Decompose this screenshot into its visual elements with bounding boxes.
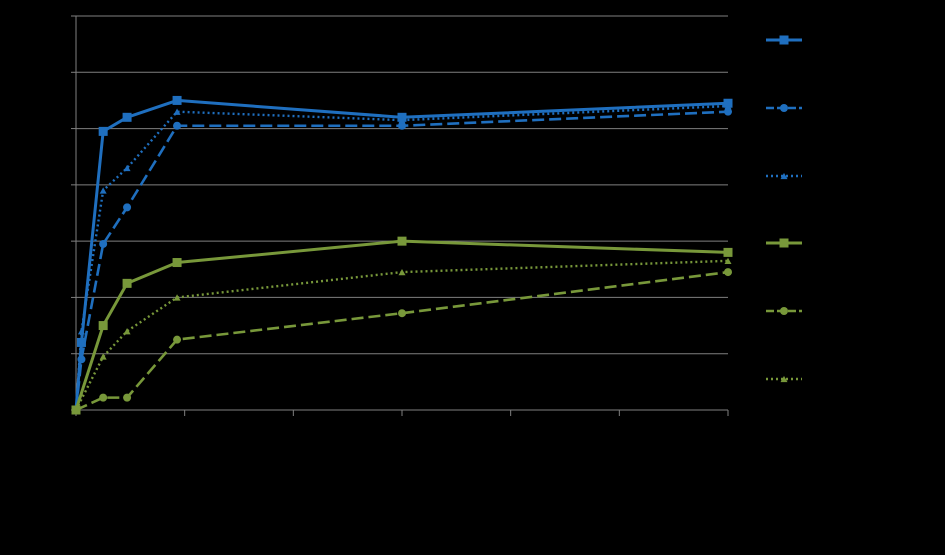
series-6-point-2	[99, 353, 107, 360]
series-4	[71, 236, 733, 415]
series-2-point-2	[77, 355, 86, 364]
legend-entry-4	[766, 238, 802, 248]
series-1-line	[74, 98, 729, 411]
series-5	[72, 268, 732, 414]
series-3-point-3	[99, 187, 107, 194]
series-4-point-2	[98, 321, 108, 331]
series-5-line	[75, 270, 729, 412]
series-6-line	[74, 259, 729, 411]
series-5-point-6	[724, 268, 732, 277]
legend-swatch-marker-4	[779, 238, 789, 248]
series-6-point-3	[123, 328, 131, 335]
series-3-point-5	[173, 108, 181, 115]
series-1	[71, 95, 733, 415]
series-3-point-7	[724, 102, 732, 110]
axes	[71, 15, 729, 416]
series-3-point-4	[123, 164, 131, 172]
series-4-point-5	[397, 236, 407, 246]
series-6-point-6	[724, 257, 732, 264]
series-6-point-5	[398, 268, 406, 276]
series-4-point-4	[172, 258, 182, 268]
gridlines	[76, 15, 728, 355]
series-5-point-2	[99, 393, 108, 402]
series-2-point-6	[398, 121, 406, 130]
series-3-point-2	[77, 328, 85, 335]
series-1-point-2	[76, 337, 86, 347]
series-3-line	[74, 104, 729, 411]
series-2-point-3	[99, 239, 108, 248]
series-2	[72, 107, 732, 414]
series-group	[71, 95, 733, 415]
legend-swatch-marker-2	[780, 104, 788, 112]
series-1-point-4	[122, 112, 132, 122]
series-6-point-4	[173, 294, 181, 301]
legend	[766, 35, 802, 383]
legend-swatch-marker-5	[780, 307, 788, 315]
series-2-point-5	[173, 121, 182, 130]
legend-entry-3	[766, 172, 802, 180]
legend-swatch-marker-3	[780, 172, 788, 180]
series-5-point-5	[398, 309, 406, 318]
series-3-point-6	[398, 116, 406, 124]
legend-entry-6	[766, 375, 802, 383]
series-6	[72, 257, 732, 414]
legend-swatch-marker-1	[779, 35, 789, 45]
series-6-point-1	[72, 406, 80, 414]
legend-swatch-marker-6	[780, 375, 788, 383]
series-3	[72, 102, 732, 414]
legend-entry-1	[766, 35, 802, 45]
series-4-point-3	[122, 278, 132, 288]
series-5-point-4	[173, 335, 182, 344]
series-1-point-3	[98, 126, 108, 136]
series-4-point-6	[723, 247, 733, 257]
series-4-line	[74, 239, 729, 411]
series-2-point-4	[123, 203, 132, 212]
series-5-point-3	[123, 393, 132, 402]
series-2-point-7	[724, 107, 732, 116]
legend-entry-2	[766, 104, 802, 112]
series-1-point-5	[172, 95, 182, 105]
legend-entry-5	[766, 307, 802, 315]
